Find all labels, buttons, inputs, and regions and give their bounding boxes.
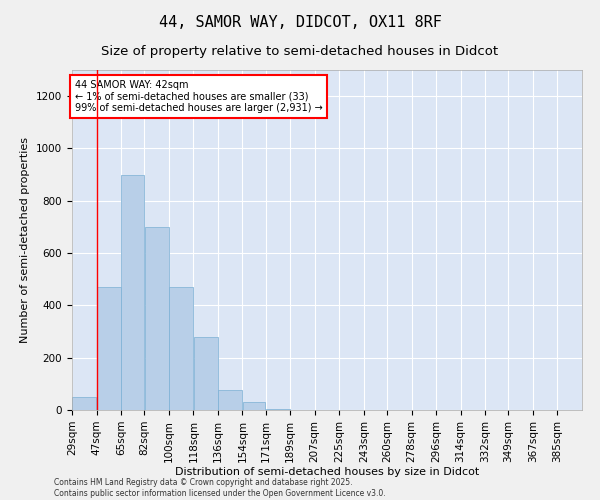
Bar xyxy=(266,408,290,410)
Bar xyxy=(218,390,242,410)
Text: 44, SAMOR WAY, DIDCOT, OX11 8RF: 44, SAMOR WAY, DIDCOT, OX11 8RF xyxy=(158,15,442,30)
Bar xyxy=(242,402,265,410)
Bar xyxy=(97,287,121,410)
Bar xyxy=(145,227,169,410)
Bar xyxy=(169,287,193,410)
Y-axis label: Number of semi-detached properties: Number of semi-detached properties xyxy=(20,137,31,343)
Text: Contains HM Land Registry data © Crown copyright and database right 2025.
Contai: Contains HM Land Registry data © Crown c… xyxy=(54,478,386,498)
Bar xyxy=(72,397,97,410)
Bar xyxy=(121,174,144,410)
Text: 44 SAMOR WAY: 42sqm
← 1% of semi-detached houses are smaller (33)
99% of semi-de: 44 SAMOR WAY: 42sqm ← 1% of semi-detache… xyxy=(75,80,322,114)
Text: Size of property relative to semi-detached houses in Didcot: Size of property relative to semi-detach… xyxy=(101,45,499,58)
X-axis label: Distribution of semi-detached houses by size in Didcot: Distribution of semi-detached houses by … xyxy=(175,468,479,477)
Bar xyxy=(194,337,218,410)
